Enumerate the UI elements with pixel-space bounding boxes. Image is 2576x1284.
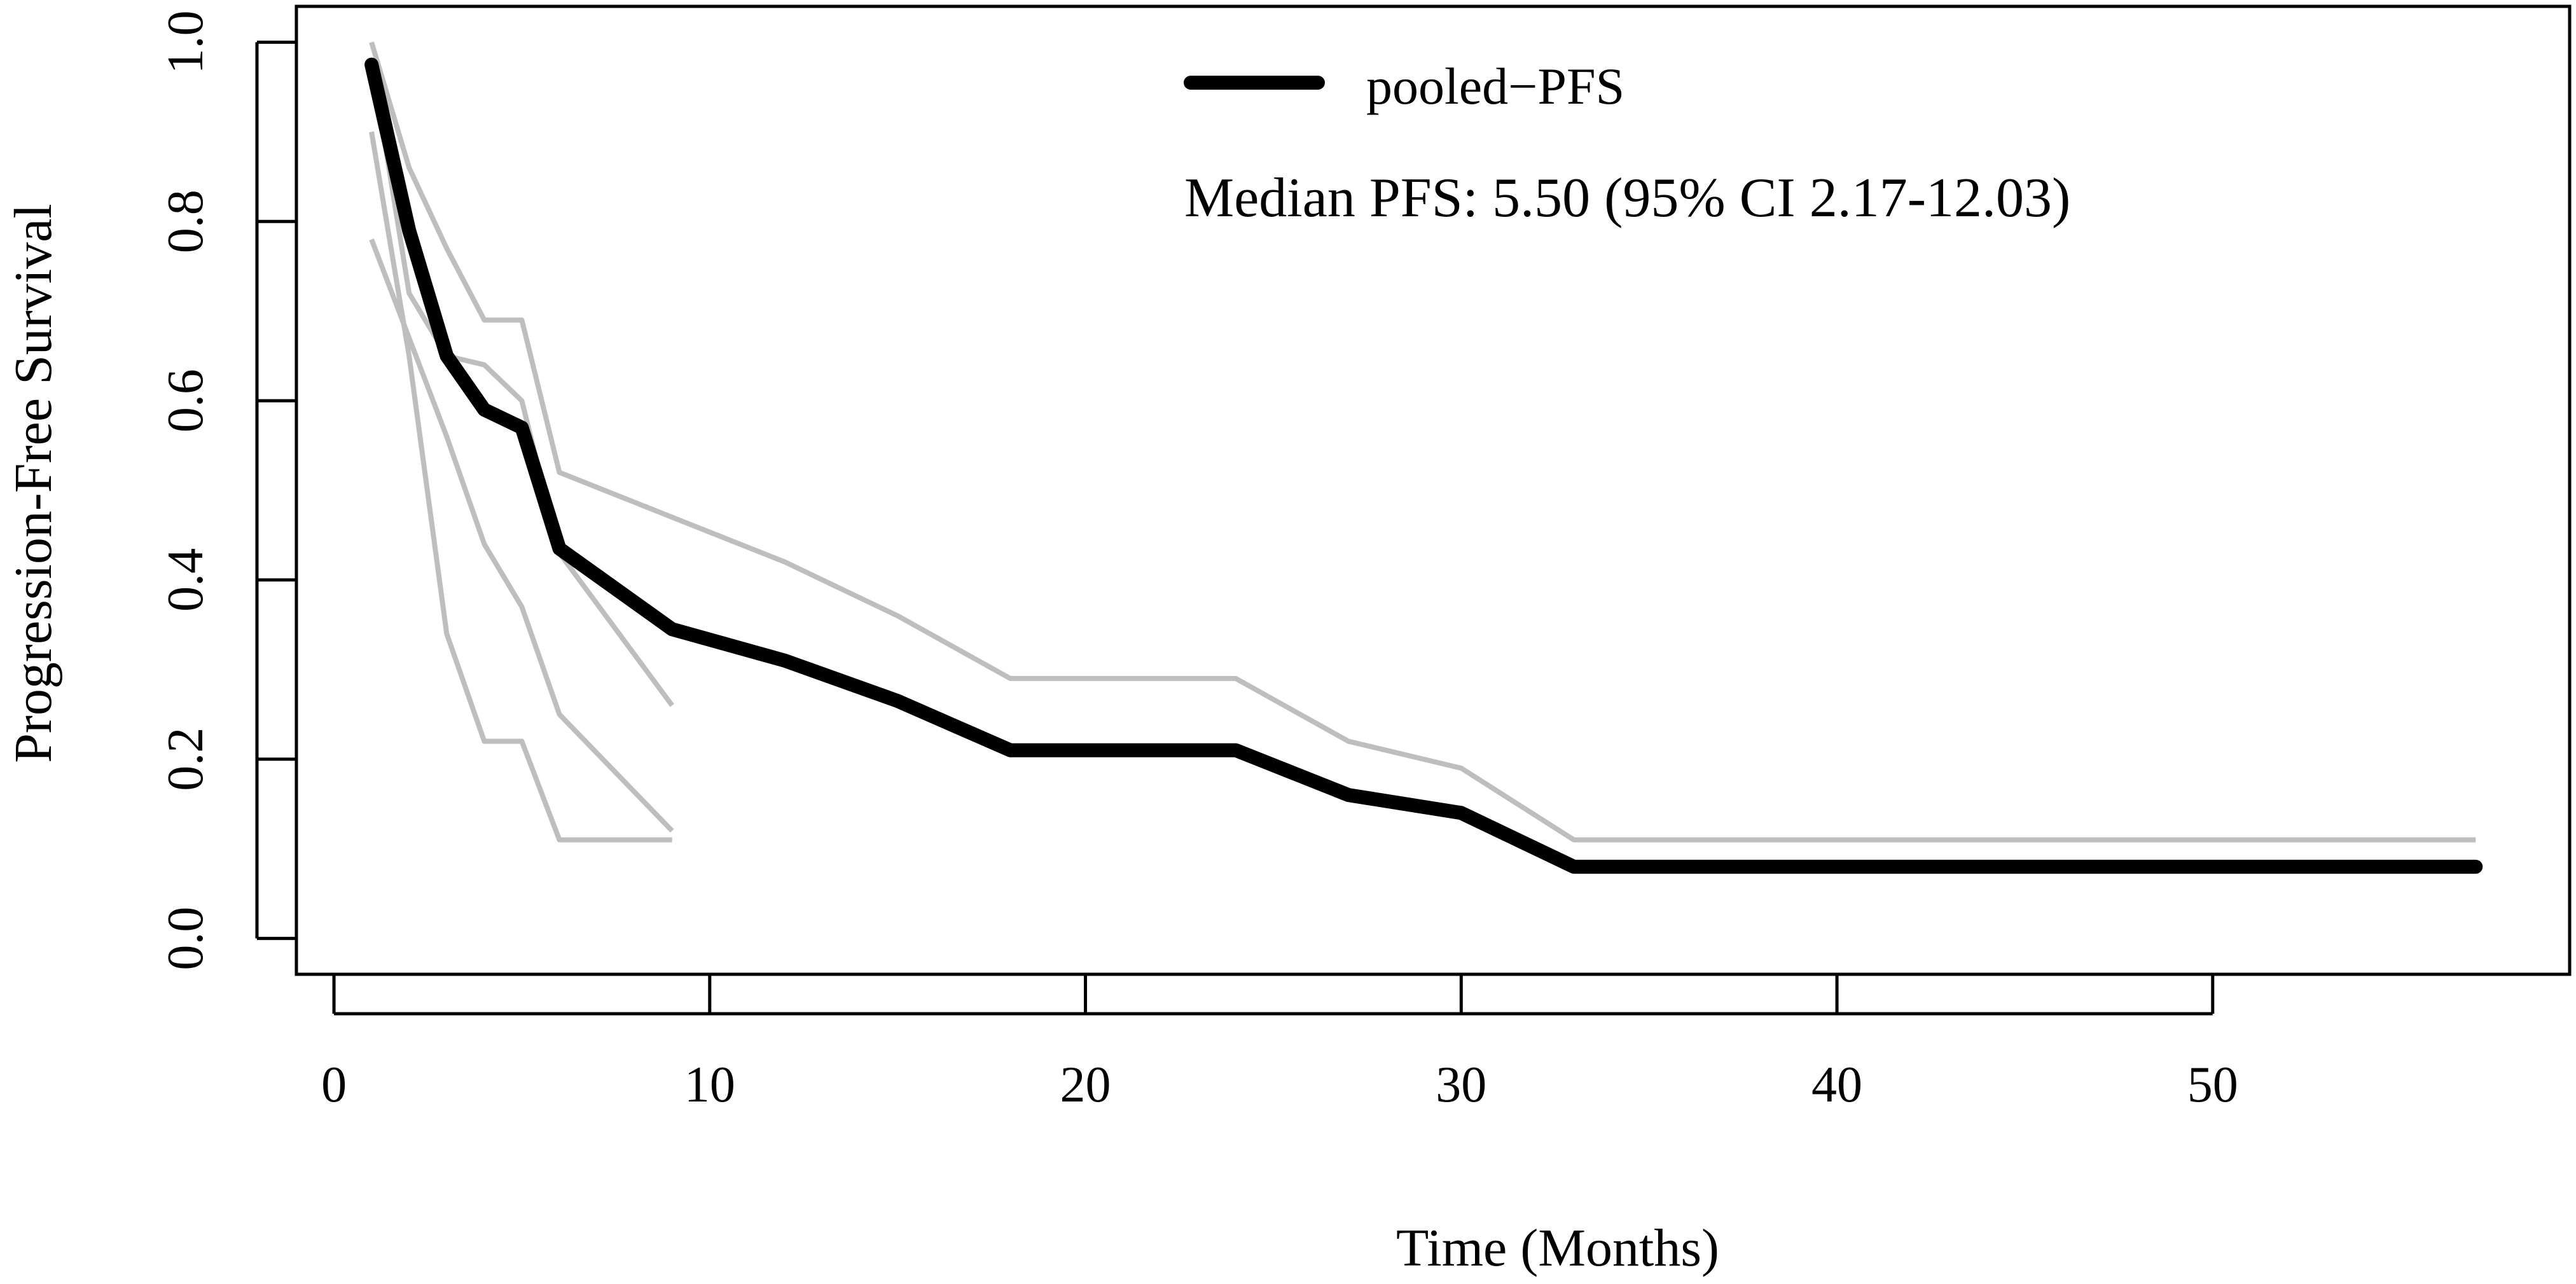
- study-line-3: [369, 238, 674, 833]
- y-axis-title: Progression-Free Survival: [4, 204, 63, 763]
- study-line-1: [369, 41, 2476, 843]
- y-tick-label-0.0: 0.0: [158, 907, 214, 970]
- study-line-2: [369, 131, 672, 843]
- y-tick-label-0.2: 0.2: [158, 728, 214, 791]
- study-lines: [369, 41, 2476, 843]
- pooled-pfs-line: [364, 57, 2483, 874]
- x-tick-label-50: 50: [2187, 1057, 2238, 1113]
- y-tick-label-0.8: 0.8: [158, 190, 214, 253]
- x-tick-label-20: 20: [1060, 1057, 1111, 1113]
- x-tick-label-30: 30: [1436, 1057, 1486, 1113]
- x-tick-label-0: 0: [321, 1057, 347, 1113]
- median-pfs-annotation: Median PFS: 5.50 (95% CI 2.17-12.03): [1184, 167, 2070, 229]
- x-tick-label-40: 40: [1811, 1057, 1862, 1113]
- x-axis-title: Time (Months): [1396, 1218, 1719, 1278]
- x-axis: 0 10 20 30 40 50: [321, 974, 2238, 1113]
- pooled-line-layer: [364, 57, 2483, 874]
- plot-frame: [294, 4, 2572, 976]
- y-tick-label-1.0: 1.0: [158, 10, 214, 74]
- y-axis: 0.0 0.2 0.4 0.6 0.8 1.0: [158, 10, 296, 970]
- x-tick-label-10: 10: [684, 1057, 735, 1113]
- y-tick-label-0.4: 0.4: [158, 548, 214, 612]
- y-tick-label-0.6: 0.6: [158, 369, 214, 432]
- legend-label: pooled−PFS: [1366, 57, 1624, 115]
